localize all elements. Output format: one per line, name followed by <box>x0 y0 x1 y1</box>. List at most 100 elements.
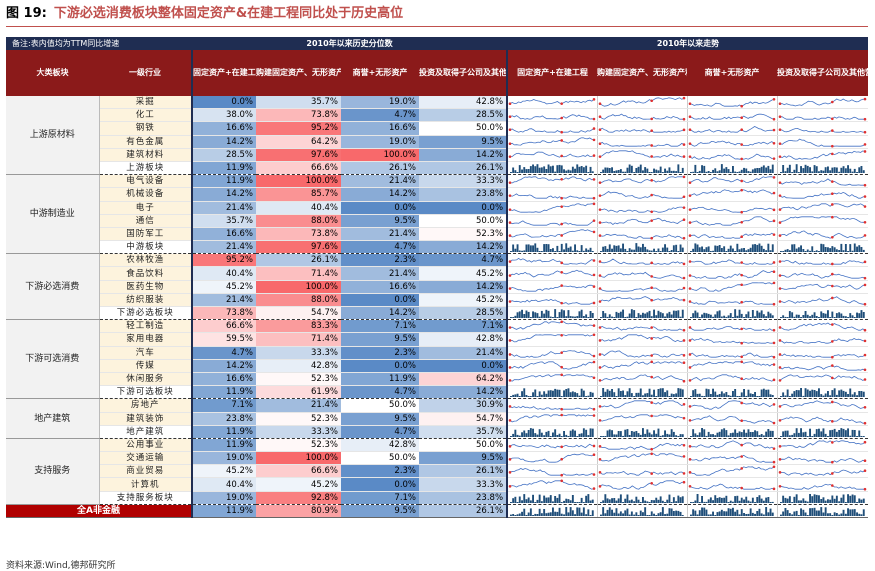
sparkbar <box>727 501 730 503</box>
sparkbar <box>641 244 644 253</box>
sparkbar <box>828 513 831 516</box>
sparkline-marker <box>560 365 564 369</box>
sparkbar <box>833 388 836 398</box>
trend-sparkline-3 <box>686 359 778 373</box>
sparkbar <box>512 497 515 503</box>
sparkline-marker <box>592 154 596 157</box>
sparkline-path <box>689 269 774 279</box>
sparkline-marker <box>682 455 685 458</box>
sparkbar <box>801 315 804 319</box>
sparkbar <box>716 246 718 253</box>
sparkbar <box>654 497 657 503</box>
sparkbar <box>606 430 609 437</box>
sparkline-marker <box>688 339 691 343</box>
figure-number: 图 19: <box>6 6 47 21</box>
sparkbar <box>643 433 646 437</box>
industry-name: 纺织服装 <box>99 293 193 308</box>
percentile-cell-2: 52.3% <box>256 372 342 387</box>
sparkline-marker <box>509 300 512 303</box>
sparkbar <box>822 497 824 503</box>
sparkbar <box>731 317 734 319</box>
sparkbar <box>603 435 606 437</box>
sparkbar <box>799 508 802 516</box>
sparkbar <box>860 391 862 398</box>
sparkbar <box>860 514 862 516</box>
figure-title: 图 19: 下游必选消费板块整体固定资产&在建工程同比处于历史高位 <box>6 4 403 24</box>
sparkline-marker <box>688 418 691 422</box>
sparkbar <box>707 313 710 319</box>
sparkline-marker <box>560 283 564 287</box>
sparkbar <box>702 507 705 516</box>
sparkbar <box>790 172 793 174</box>
sparkbar <box>830 246 833 253</box>
sparkbar <box>813 390 816 398</box>
sparkline-marker <box>688 458 691 461</box>
sparkline-path <box>599 206 684 213</box>
sparkline-path <box>509 298 595 305</box>
sparkbar <box>514 429 517 437</box>
sparkbar <box>801 498 804 503</box>
trend-sparkline-1 <box>506 227 598 242</box>
percentile-cell-3: 4.7% <box>341 385 420 400</box>
sparkbar <box>648 388 651 398</box>
industry-name: 电子 <box>99 201 193 215</box>
percentile-cell-1: 7.1% <box>191 398 257 413</box>
trend-sparkline-4 <box>776 148 869 162</box>
sparkline-marker <box>739 467 743 471</box>
sparkbar <box>716 432 718 437</box>
sparkbar <box>567 512 570 516</box>
sparkbar <box>510 251 512 253</box>
sparkbar <box>735 495 738 503</box>
sparkbar <box>853 392 856 398</box>
sparkbar <box>525 395 528 398</box>
sparkline-marker <box>863 118 866 121</box>
sparkbar <box>735 509 738 516</box>
sparkline-marker <box>509 155 512 158</box>
sparkbar <box>521 511 524 516</box>
percentile-cell-2: 71.4% <box>256 266 342 281</box>
sparkbar <box>634 496 637 503</box>
sparkline-marker <box>863 487 866 491</box>
sparkbar <box>727 508 730 516</box>
percentile-cell-2: 21.4% <box>256 398 342 413</box>
sparkline-marker <box>863 406 866 410</box>
sparkbar <box>779 251 782 253</box>
percentile-cell-1: 95.2% <box>191 253 257 268</box>
sparkbar <box>672 431 675 437</box>
sparkline-marker <box>739 210 743 214</box>
sparkbar <box>571 250 574 253</box>
sparkline-path <box>689 176 774 184</box>
sparkline-path <box>509 114 595 120</box>
table-row: 交通运输 19.0% 100.0% 50.0% 9.5% <box>6 451 869 466</box>
sparkbar <box>615 170 617 174</box>
percentile-cell-2: 100.0% <box>256 174 342 189</box>
sparkline-marker <box>560 474 564 477</box>
sparkline-path <box>599 374 684 382</box>
trend-sparkline-3 <box>686 464 778 479</box>
sparkbar <box>521 500 524 503</box>
col-header-metric-3: 商誉+无形资产 <box>341 50 420 96</box>
col-header-sector: 大类板块 <box>6 50 99 96</box>
sparkbar <box>560 165 563 174</box>
sparkbar <box>848 435 851 437</box>
sparkbar <box>679 316 682 319</box>
sparkbar <box>512 317 515 319</box>
sparkbar <box>779 317 782 319</box>
sparkbar <box>749 171 752 174</box>
trend-sparkline-1 <box>506 96 598 110</box>
sparkline-marker <box>560 479 564 482</box>
sparkline-marker <box>509 273 512 277</box>
sparkbar <box>643 247 646 253</box>
percentile-cell-1: 14.2% <box>191 187 257 202</box>
sparkbar <box>731 432 734 437</box>
sparkbar <box>639 388 642 398</box>
sparkbar <box>634 168 637 174</box>
sparkline-marker <box>688 142 691 145</box>
trend-sparkline-2 <box>596 280 688 294</box>
sparkline-marker <box>509 326 512 330</box>
sparkbar <box>700 427 703 437</box>
sparkbar <box>659 496 662 503</box>
sparkbar <box>709 172 712 174</box>
sparkbar <box>753 316 756 319</box>
sparkbar <box>839 497 842 503</box>
